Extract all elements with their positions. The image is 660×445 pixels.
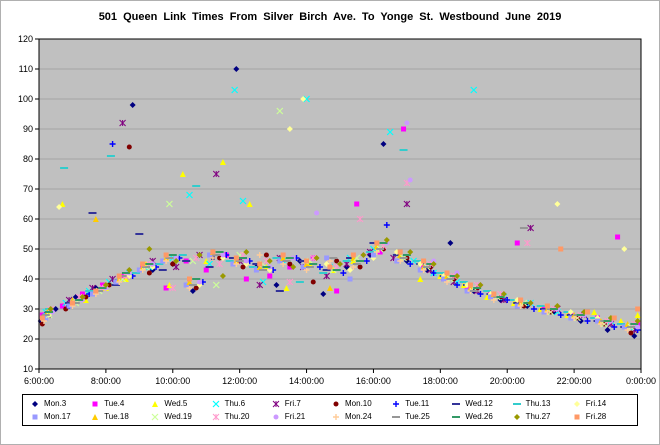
- legend-item-Fri.7: Fri.7: [270, 397, 330, 410]
- svg-text:12:00:00: 12:00:00: [222, 376, 257, 386]
- dash-marker-icon: [452, 402, 461, 405]
- legend-label: Mon.24: [345, 412, 372, 421]
- svg-text:22:00:00: 22:00:00: [557, 376, 592, 386]
- x-axis-labels: 6:00:00 8:00:00 10:00:00 12:00:00 14:00:00 16…: [24, 369, 656, 386]
- legend-label: Wed.19: [164, 412, 192, 421]
- legend-label: Fri.21: [284, 412, 306, 421]
- legend-item-Mon.3: Mon.3: [29, 397, 89, 410]
- triangle-marker-icon: [152, 400, 159, 407]
- legend-label: Thu.6: [224, 399, 246, 408]
- legend-label: Thu.27: [525, 412, 551, 421]
- legend-item-Thu.6: Thu.6: [210, 397, 270, 410]
- series-Fri.28: [39, 240, 641, 321]
- series-Thu.13: [45, 149, 625, 325]
- legend-label: Wed.26: [465, 412, 493, 421]
- legend-label: Wed.5: [164, 399, 188, 408]
- legend-item-Wed.19: Wed.19: [149, 410, 209, 423]
- legend-item-Fri.28: Fri.28: [571, 410, 631, 423]
- legend-item-Wed.5: Wed.5: [149, 397, 209, 410]
- series-Thu.27: [47, 237, 641, 324]
- plot-area: [39, 39, 641, 369]
- plot-border: [38, 38, 642, 370]
- svg-text:30: 30: [23, 304, 33, 314]
- series-Mon.17: [43, 252, 627, 330]
- svg-text:90: 90: [23, 124, 33, 134]
- svg-text:20: 20: [23, 334, 33, 344]
- svg-text:80: 80: [23, 154, 33, 164]
- legend-label: Tue.4: [104, 399, 125, 408]
- asterisk-marker-icon: [272, 400, 280, 407]
- dash-marker-icon: [392, 415, 401, 418]
- circle-marker-icon: [273, 414, 279, 419]
- legend-item-Thu.20: Thu.20: [210, 410, 270, 423]
- legend-item-Tue.4: Tue.4: [89, 397, 149, 410]
- circle-marker-icon: [333, 401, 339, 406]
- x-marker-icon: [151, 413, 159, 420]
- square-marker-icon: [574, 414, 580, 419]
- svg-text:16:00:00: 16:00:00: [356, 376, 391, 386]
- svg-text:20:00:00: 20:00:00: [490, 376, 525, 386]
- svg-text:18:00:00: 18:00:00: [423, 376, 458, 386]
- svg-text:70: 70: [23, 184, 33, 194]
- legend-item-Wed.12: Wed.12: [450, 397, 510, 410]
- legend-item-Tue.25: Tue.25: [390, 410, 450, 423]
- legend-label: Fri.14: [585, 399, 607, 408]
- svg-text:6:00:00: 6:00:00: [24, 376, 54, 386]
- legend-item-Fri.21: Fri.21: [270, 410, 330, 423]
- series-Wed.26: [45, 242, 639, 325]
- legend-label: Tue.18: [104, 412, 129, 421]
- svg-text:110: 110: [19, 64, 33, 74]
- legend-item-Thu.27: Thu.27: [511, 410, 571, 423]
- legend-item-Fri.14: Fri.14: [571, 397, 631, 410]
- diamond-marker-icon: [513, 413, 520, 420]
- svg-text:14:00:00: 14:00:00: [289, 376, 324, 386]
- legend-item-Thu.13: Thu.13: [511, 397, 571, 410]
- legend-label: Fri.7: [284, 399, 301, 408]
- legend-label: Mon.17: [44, 412, 71, 421]
- svg-text:50: 50: [23, 244, 33, 254]
- dash-marker-icon: [512, 402, 521, 405]
- chart-title: 501 Queen Link Times From Silver Birch A…: [98, 11, 562, 23]
- y-axis-labels: 10 20 30 40 50 60 70 80 90 100 110 120: [18, 34, 39, 374]
- legend-item-Wed.26: Wed.26: [450, 410, 510, 423]
- legend-label: Tue.11: [405, 399, 430, 408]
- svg-text:8:00:00: 8:00:00: [91, 376, 121, 386]
- legend-label: Fri.28: [585, 412, 607, 421]
- svg-text:60: 60: [23, 214, 33, 224]
- legend-label: Thu.13: [525, 399, 551, 408]
- legend: Mon.3 Tue.4 Wed.5 Thu.6 Fri.7 Mon.10 Tue.11 Wed…: [22, 394, 638, 426]
- legend-item-Mon.24: Mon.24: [330, 410, 390, 423]
- legend-label: Wed.12: [465, 399, 493, 408]
- svg-text:120: 120: [18, 34, 33, 44]
- square-marker-icon: [32, 414, 38, 419]
- svg-text:0:00:00: 0:00:00: [626, 376, 656, 386]
- legend-item-Mon.17: Mon.17: [29, 410, 89, 423]
- diamond-marker-icon: [573, 400, 580, 407]
- legend-label: Tue.25: [405, 412, 430, 421]
- legend-item-Tue.18: Tue.18: [89, 410, 149, 423]
- svg-text:10:00:00: 10:00:00: [155, 376, 190, 386]
- scatter-plot: 10 20 30 40 50 60 70 80 90 100 110 120 6:00:00 8:00:0…: [18, 34, 656, 386]
- x-marker-icon: [212, 400, 220, 407]
- dash-marker-icon: [452, 415, 461, 418]
- legend-item-Tue.11: Tue.11: [390, 397, 450, 410]
- diamond-marker-icon: [32, 400, 38, 407]
- plus-marker-icon: [333, 413, 339, 420]
- svg-text:10: 10: [23, 364, 33, 374]
- legend-label: Thu.20: [224, 412, 250, 421]
- legend-label: Mon.3: [44, 399, 67, 408]
- svg-text:100: 100: [18, 94, 33, 104]
- plus-marker-icon: [393, 400, 400, 407]
- square-marker-icon: [92, 401, 98, 406]
- legend-label: Mon.10: [345, 399, 372, 408]
- triangle-marker-icon: [92, 413, 99, 420]
- asterisk-marker-icon: [212, 413, 219, 420]
- legend-item-Mon.10: Mon.10: [330, 397, 390, 410]
- svg-text:40: 40: [23, 274, 33, 284]
